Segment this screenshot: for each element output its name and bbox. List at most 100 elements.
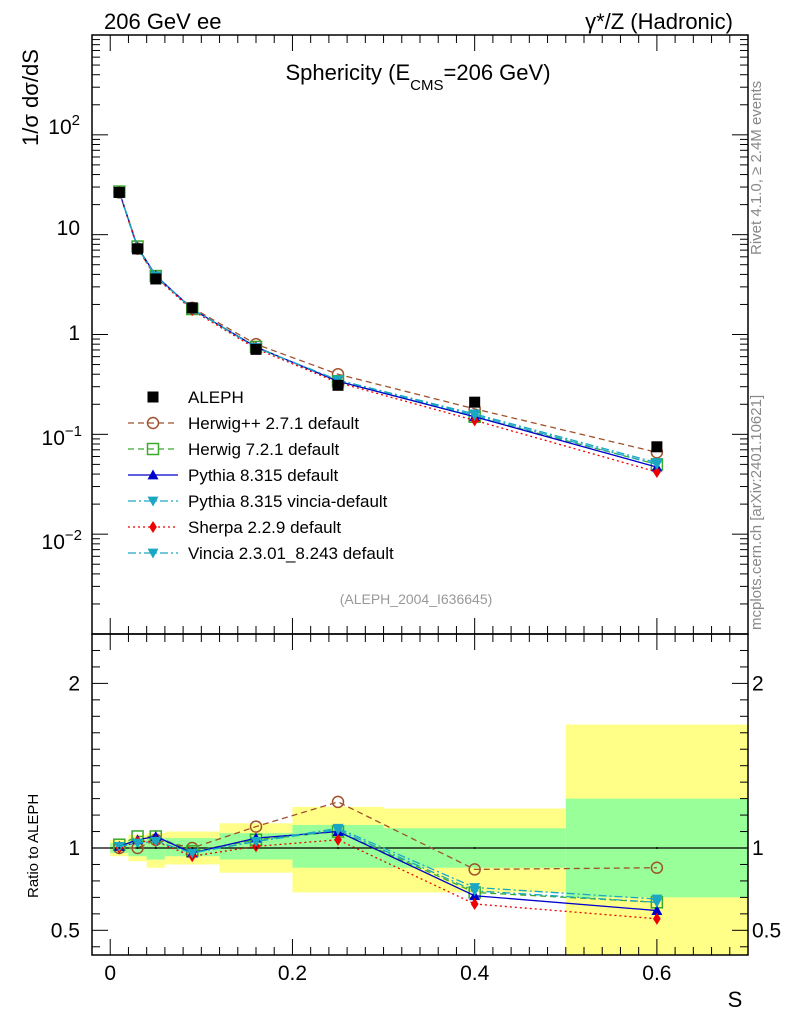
ratio-y-axis-label: Ratio to ALEPH	[25, 794, 42, 898]
legend-label: ALEPH	[188, 388, 244, 407]
legend-marker	[147, 548, 159, 559]
y-axis-label: 1/σ dσ/dS	[18, 49, 43, 146]
data-point	[651, 441, 663, 453]
data-point	[250, 343, 262, 355]
y-tick-labels: 102 10 1 10−1 10−2	[42, 112, 82, 554]
data-point	[249, 820, 263, 833]
data-point	[150, 837, 162, 847]
y-tick-label-0.1: 10−1	[42, 423, 82, 450]
marker-shape	[132, 243, 144, 255]
legend-entry: Sherpa 2.2.9 default	[128, 518, 341, 537]
data-point	[250, 837, 262, 847]
ratio-y-ticks: 0.5 0.5 1 1 2 2	[51, 633, 781, 948]
marker-shape	[469, 886, 481, 897]
marker-shape	[147, 469, 159, 480]
marker-shape	[332, 379, 344, 391]
data-point	[469, 886, 481, 897]
main-ticks	[92, 39, 748, 635]
data-point	[651, 905, 663, 915]
marker-shape	[653, 912, 661, 925]
data-point	[113, 186, 125, 198]
legend-marker	[149, 520, 157, 534]
marker-shape	[469, 396, 481, 408]
ratio-bands	[110, 724, 748, 955]
marker-shape	[147, 496, 159, 507]
legend-marker	[147, 391, 159, 403]
legend-marker	[146, 416, 160, 430]
x-tick-label: 0.6	[642, 962, 671, 985]
main-series-aleph	[113, 186, 663, 453]
data-point	[150, 273, 162, 285]
x-tick-label: 0	[104, 962, 116, 985]
marker-shape	[470, 897, 479, 911]
marker-shape	[334, 833, 342, 846]
marker-shape	[250, 343, 262, 355]
marker-shape	[146, 442, 160, 456]
data-point	[653, 912, 661, 925]
side-text-bottom: mcplots.cern.ch [arXiv:2401.10621]	[748, 395, 765, 630]
data-point	[651, 459, 663, 470]
data-point	[651, 897, 663, 908]
header-right: γ*/Z (Hadronic)	[585, 9, 733, 34]
chart-title: Sphericity (ECMS=206 GeV)	[285, 60, 550, 94]
marker-shape	[113, 841, 125, 852]
legend-entry: Pythia 8.315 default	[128, 466, 339, 485]
series-line	[119, 830, 657, 903]
ratio-y-tick-label-right: 0.5	[752, 919, 781, 942]
marker-shape	[651, 441, 663, 453]
data-point	[332, 825, 344, 836]
legend-marker	[146, 442, 160, 456]
legend: ALEPH Herwig++ 2.7.1 default Herwig 7.2.1 …	[128, 388, 394, 563]
marker-shape	[150, 837, 162, 847]
data-point	[653, 465, 661, 478]
ratio-y-tick-label: 1	[68, 837, 80, 860]
marker-shape	[468, 863, 481, 876]
data-point	[186, 302, 198, 314]
legend-label: Vincia 2.3.01_8.243 default	[188, 544, 394, 563]
marker-shape	[149, 520, 157, 534]
ratio-y-tick-label: 0.5	[51, 919, 80, 942]
y-tick-label-1: 1	[68, 322, 80, 345]
marker-shape	[113, 186, 125, 198]
data-point	[470, 897, 479, 911]
marker-shape	[147, 391, 159, 403]
series-line	[119, 801, 657, 871]
y-tick-label-100: 102	[48, 112, 80, 139]
legend-label: Herwig 7.2.1 default	[188, 440, 339, 459]
marker-shape	[186, 302, 198, 314]
data-point	[334, 833, 342, 846]
data-point	[113, 841, 125, 852]
marker-shape	[651, 897, 663, 908]
data-point	[132, 243, 144, 255]
marker-shape	[132, 838, 144, 849]
legend-label: Herwig++ 2.7.1 default	[188, 414, 359, 433]
legend-marker	[147, 469, 159, 480]
main-series-sherpa-2-2-9-default	[115, 186, 661, 478]
x-tick-label: 0.2	[278, 962, 307, 985]
legend-entry: Herwig 7.2.1 default	[128, 440, 339, 459]
y-tick-label-10: 10	[57, 217, 80, 240]
ratio-y-tick-label: 2	[68, 672, 80, 695]
x-tick-label: 0.4	[460, 962, 490, 985]
marker-shape	[331, 795, 345, 809]
x-axis-label: S	[728, 987, 743, 1012]
legend-entry: Vincia 2.3.01_8.243 default	[128, 544, 394, 563]
data-point	[469, 410, 481, 421]
marker-shape	[146, 416, 160, 430]
legend-entry: Pythia 8.315 vincia-default	[128, 492, 388, 511]
marker-shape	[250, 837, 262, 847]
marker-shape	[651, 459, 663, 470]
legend-marker	[147, 496, 159, 507]
data-point	[331, 795, 345, 809]
marker-shape	[650, 861, 664, 875]
ratio-y-tick-label-right: 2	[752, 672, 764, 695]
data-point	[468, 863, 481, 876]
marker-shape	[150, 273, 162, 285]
reference-label: (ALEPH_2004_I636645)	[340, 591, 493, 607]
ratio-y-tick-label-right: 1	[752, 837, 764, 860]
data-point	[469, 396, 481, 408]
ratio-plot: 0 0.2 0.4 0.6 0.5 0.5 1 1 2 2	[51, 35, 781, 985]
data-point	[186, 848, 198, 859]
marker-shape	[469, 410, 481, 421]
x-ticks	[91, 35, 749, 955]
